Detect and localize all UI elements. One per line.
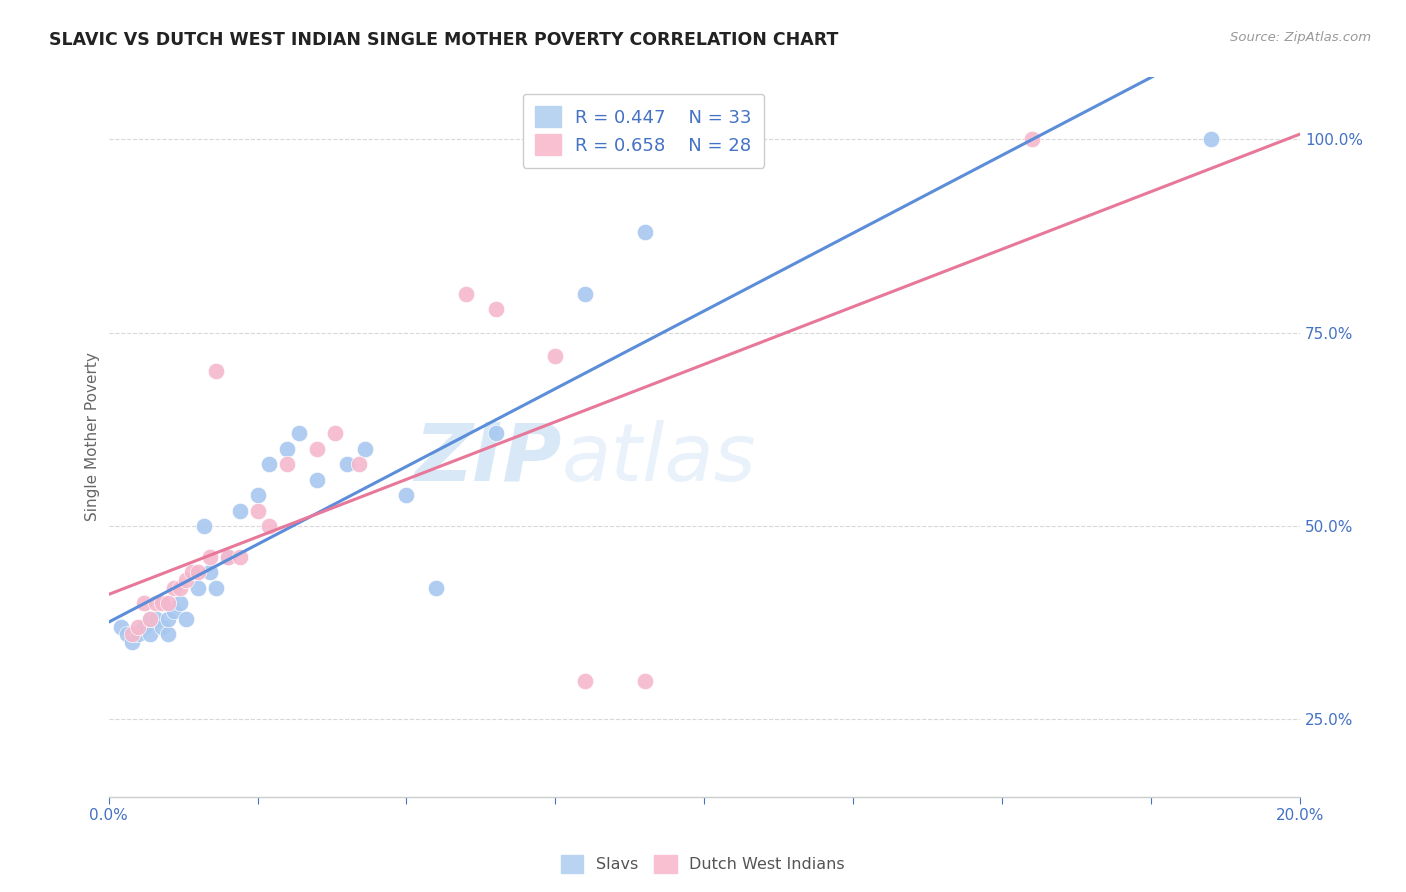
- Point: [323, 426, 346, 441]
- Text: atlas: atlas: [561, 419, 756, 498]
- Point: [115, 627, 138, 641]
- Point: [181, 566, 204, 580]
- Point: [205, 581, 228, 595]
- Point: [139, 612, 162, 626]
- Point: [574, 673, 596, 688]
- Point: [127, 627, 149, 641]
- Point: [134, 596, 156, 610]
- Point: [259, 457, 281, 471]
- Text: ZIP: ZIP: [413, 419, 561, 498]
- Point: [347, 457, 370, 471]
- Point: [205, 364, 228, 378]
- Point: [246, 488, 269, 502]
- Point: [110, 619, 132, 633]
- Point: [574, 287, 596, 301]
- Point: [198, 549, 221, 564]
- Point: [634, 673, 657, 688]
- Point: [217, 549, 239, 564]
- Point: [544, 349, 567, 363]
- Point: [174, 612, 197, 626]
- Point: [276, 457, 298, 471]
- Point: [150, 596, 173, 610]
- Point: [485, 302, 508, 317]
- Point: [246, 503, 269, 517]
- Y-axis label: Single Mother Poverty: Single Mother Poverty: [86, 352, 100, 522]
- Point: [1021, 132, 1043, 146]
- Point: [395, 488, 418, 502]
- Legend: R = 0.447    N = 33, R = 0.658    N = 28: R = 0.447 N = 33, R = 0.658 N = 28: [523, 94, 765, 168]
- Point: [174, 573, 197, 587]
- Point: [276, 442, 298, 456]
- Point: [634, 225, 657, 239]
- Point: [157, 596, 180, 610]
- Point: [134, 619, 156, 633]
- Point: [288, 426, 311, 441]
- Point: [121, 635, 143, 649]
- Point: [217, 549, 239, 564]
- Point: [259, 519, 281, 533]
- Point: [169, 581, 191, 595]
- Point: [425, 581, 447, 595]
- Point: [163, 581, 186, 595]
- Point: [228, 549, 250, 564]
- Point: [187, 581, 209, 595]
- Point: [169, 596, 191, 610]
- Point: [163, 604, 186, 618]
- Text: SLAVIC VS DUTCH WEST INDIAN SINGLE MOTHER POVERTY CORRELATION CHART: SLAVIC VS DUTCH WEST INDIAN SINGLE MOTHE…: [49, 31, 838, 49]
- Legend: Slavs, Dutch West Indians: Slavs, Dutch West Indians: [554, 848, 852, 880]
- Point: [307, 442, 329, 456]
- Point: [127, 619, 149, 633]
- Point: [193, 519, 215, 533]
- Point: [139, 627, 162, 641]
- Point: [336, 457, 359, 471]
- Point: [145, 612, 167, 626]
- Point: [1199, 132, 1222, 146]
- Point: [145, 596, 167, 610]
- Point: [150, 619, 173, 633]
- Point: [157, 627, 180, 641]
- Point: [307, 473, 329, 487]
- Point: [353, 442, 375, 456]
- Point: [228, 503, 250, 517]
- Point: [198, 566, 221, 580]
- Point: [485, 426, 508, 441]
- Point: [187, 566, 209, 580]
- Point: [157, 612, 180, 626]
- Point: [454, 287, 477, 301]
- Text: Source: ZipAtlas.com: Source: ZipAtlas.com: [1230, 31, 1371, 45]
- Point: [139, 612, 162, 626]
- Point: [121, 627, 143, 641]
